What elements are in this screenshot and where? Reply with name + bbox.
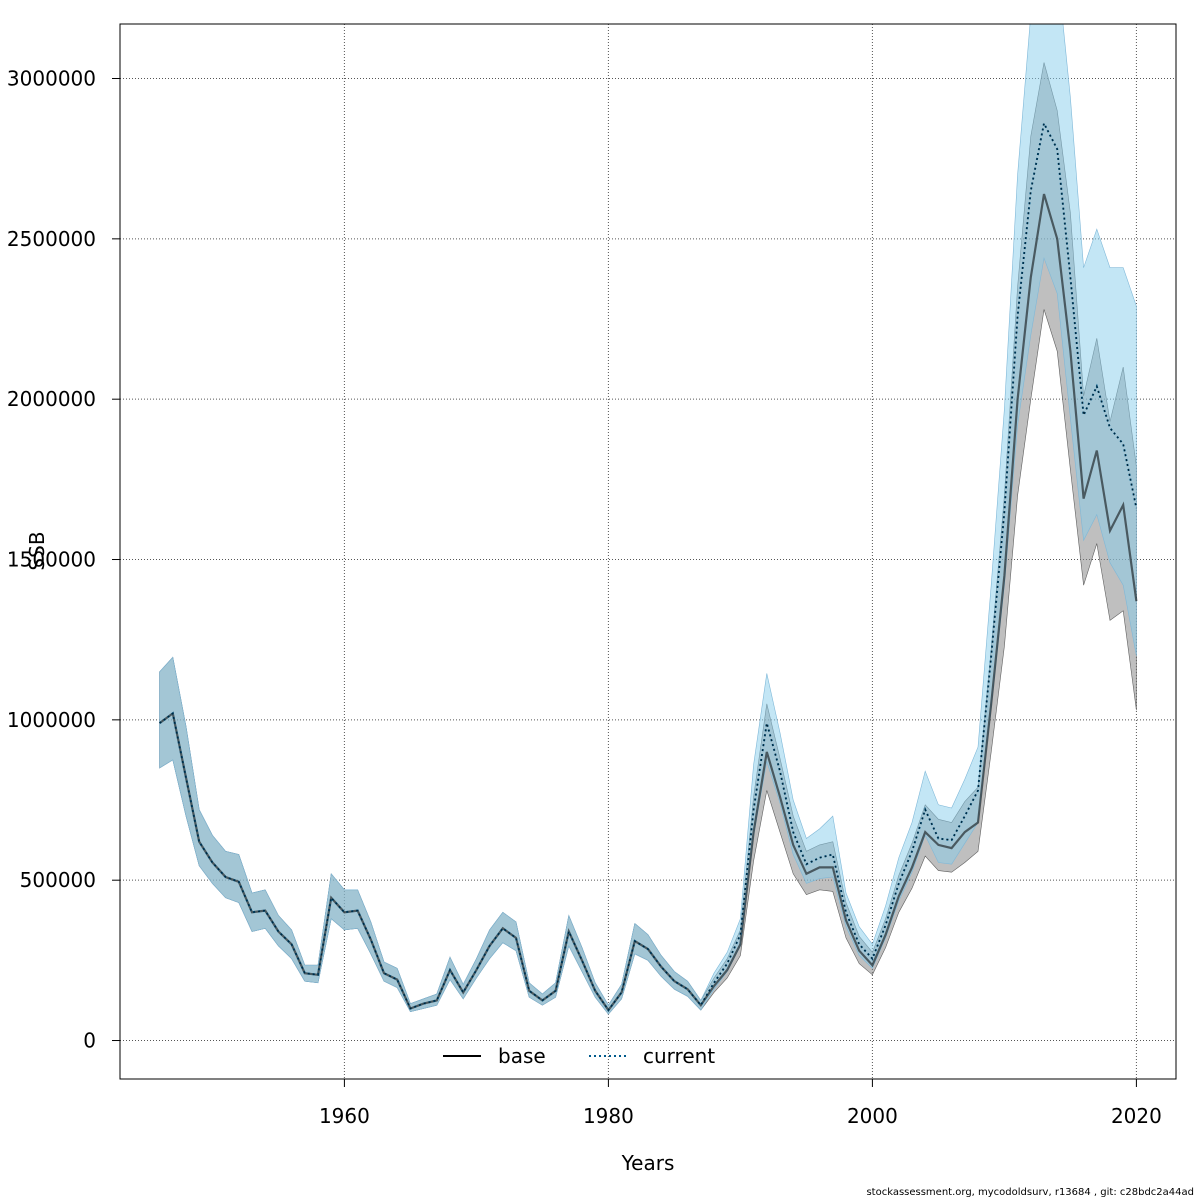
x-axis-label: Years bbox=[621, 1151, 675, 1175]
legend-current-label: current bbox=[643, 1044, 715, 1068]
y-axis: 0 500000 1000000 1500000 2000000 2500000 30000… bbox=[7, 67, 120, 1053]
line-current-overlay bbox=[159, 121, 1137, 1012]
y-axis-label: SSB bbox=[25, 531, 49, 570]
y-tick-label-1500000: 1500000 bbox=[7, 548, 96, 572]
line-current bbox=[159, 120, 1138, 1012]
confidence-bands bbox=[159, 24, 1137, 1015]
x-axis: 1960 1980 2000 2020 bbox=[319, 1079, 1162, 1128]
plot-frame bbox=[119, 23, 1177, 1080]
grid bbox=[120, 24, 1176, 1079]
band-base bbox=[159, 62, 1137, 1015]
series-lines bbox=[158, 120, 1138, 1012]
x-tick-label-1980: 1980 bbox=[583, 1104, 634, 1128]
y-tick-label-500000: 500000 bbox=[20, 868, 96, 892]
legend-base-label: base bbox=[498, 1044, 546, 1068]
x-tick-label-2020: 2020 bbox=[1111, 1104, 1162, 1128]
x-tick-label-2000: 2000 bbox=[847, 1104, 898, 1128]
y-tick-label-1000000: 1000000 bbox=[7, 708, 96, 732]
y-tick-label-0: 0 bbox=[83, 1029, 96, 1053]
band-current bbox=[159, 24, 1137, 1015]
x-tick-label-1960: 1960 bbox=[319, 1104, 370, 1128]
legend: base current bbox=[443, 1044, 715, 1068]
y-tick-label-3000000: 3000000 bbox=[7, 67, 96, 91]
footer-credit: stockassessment.org, mycodoldsurv, r1368… bbox=[866, 1187, 1194, 1198]
y-tick-label-2500000: 2500000 bbox=[7, 227, 96, 251]
y-tick-label-2000000: 2000000 bbox=[7, 387, 96, 411]
